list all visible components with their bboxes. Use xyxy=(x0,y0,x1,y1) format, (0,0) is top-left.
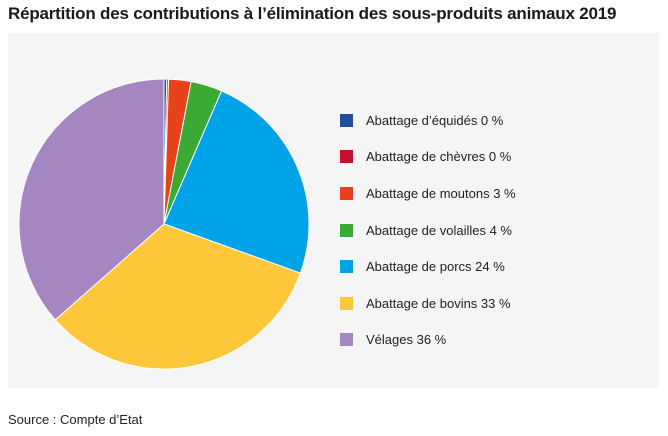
pie-slice-4 xyxy=(163,90,310,274)
legend-label: Abattage de porcs 24 % xyxy=(366,259,505,275)
legend-item-6: Vélages 36 % xyxy=(340,322,516,359)
pie-slice-6 xyxy=(18,78,165,321)
legend-label: Abattage de bovins 33 % xyxy=(366,295,511,311)
legend-label: Vélages 36 % xyxy=(366,332,447,348)
legend-label: Abattage de chèvres 0 % xyxy=(366,149,512,165)
legend-swatch xyxy=(340,113,353,127)
legend-item-2: Abattage de moutons 3 % xyxy=(340,175,516,212)
legend-swatch xyxy=(340,223,353,237)
legend-item-0: Abattage d’équidés 0 % xyxy=(340,102,516,139)
chart-title: Répartition des contributions à l’élimin… xyxy=(8,4,617,23)
legend-swatch xyxy=(340,150,353,164)
pie-chart xyxy=(18,78,310,370)
legend-item-4: Abattage de porcs 24 % xyxy=(340,248,516,285)
legend-swatch xyxy=(340,296,353,310)
chart-legend: Abattage d’équidés 0 % Abattage de chèvre… xyxy=(340,102,516,358)
legend-item-5: Abattage de bovins 33 % xyxy=(340,285,516,322)
legend-swatch xyxy=(340,333,353,347)
legend-swatch xyxy=(340,260,353,274)
legend-swatch xyxy=(340,186,353,200)
legend-item-3: Abattage de volailles 4 % xyxy=(340,212,516,249)
legend-label: Abattage de volailles 4 % xyxy=(366,222,512,238)
pie-slice-5 xyxy=(54,223,302,370)
chart-frame: Abattage d’équidés 0 % Abattage de chèvre… xyxy=(8,33,659,388)
legend-label: Abattage d’équidés 0 % xyxy=(366,112,504,128)
source-note: Source : Compte d’Etat xyxy=(8,412,143,427)
legend-label: Abattage de moutons 3 % xyxy=(366,185,516,201)
legend-item-1: Abattage de chèvres 0 % xyxy=(340,139,516,176)
